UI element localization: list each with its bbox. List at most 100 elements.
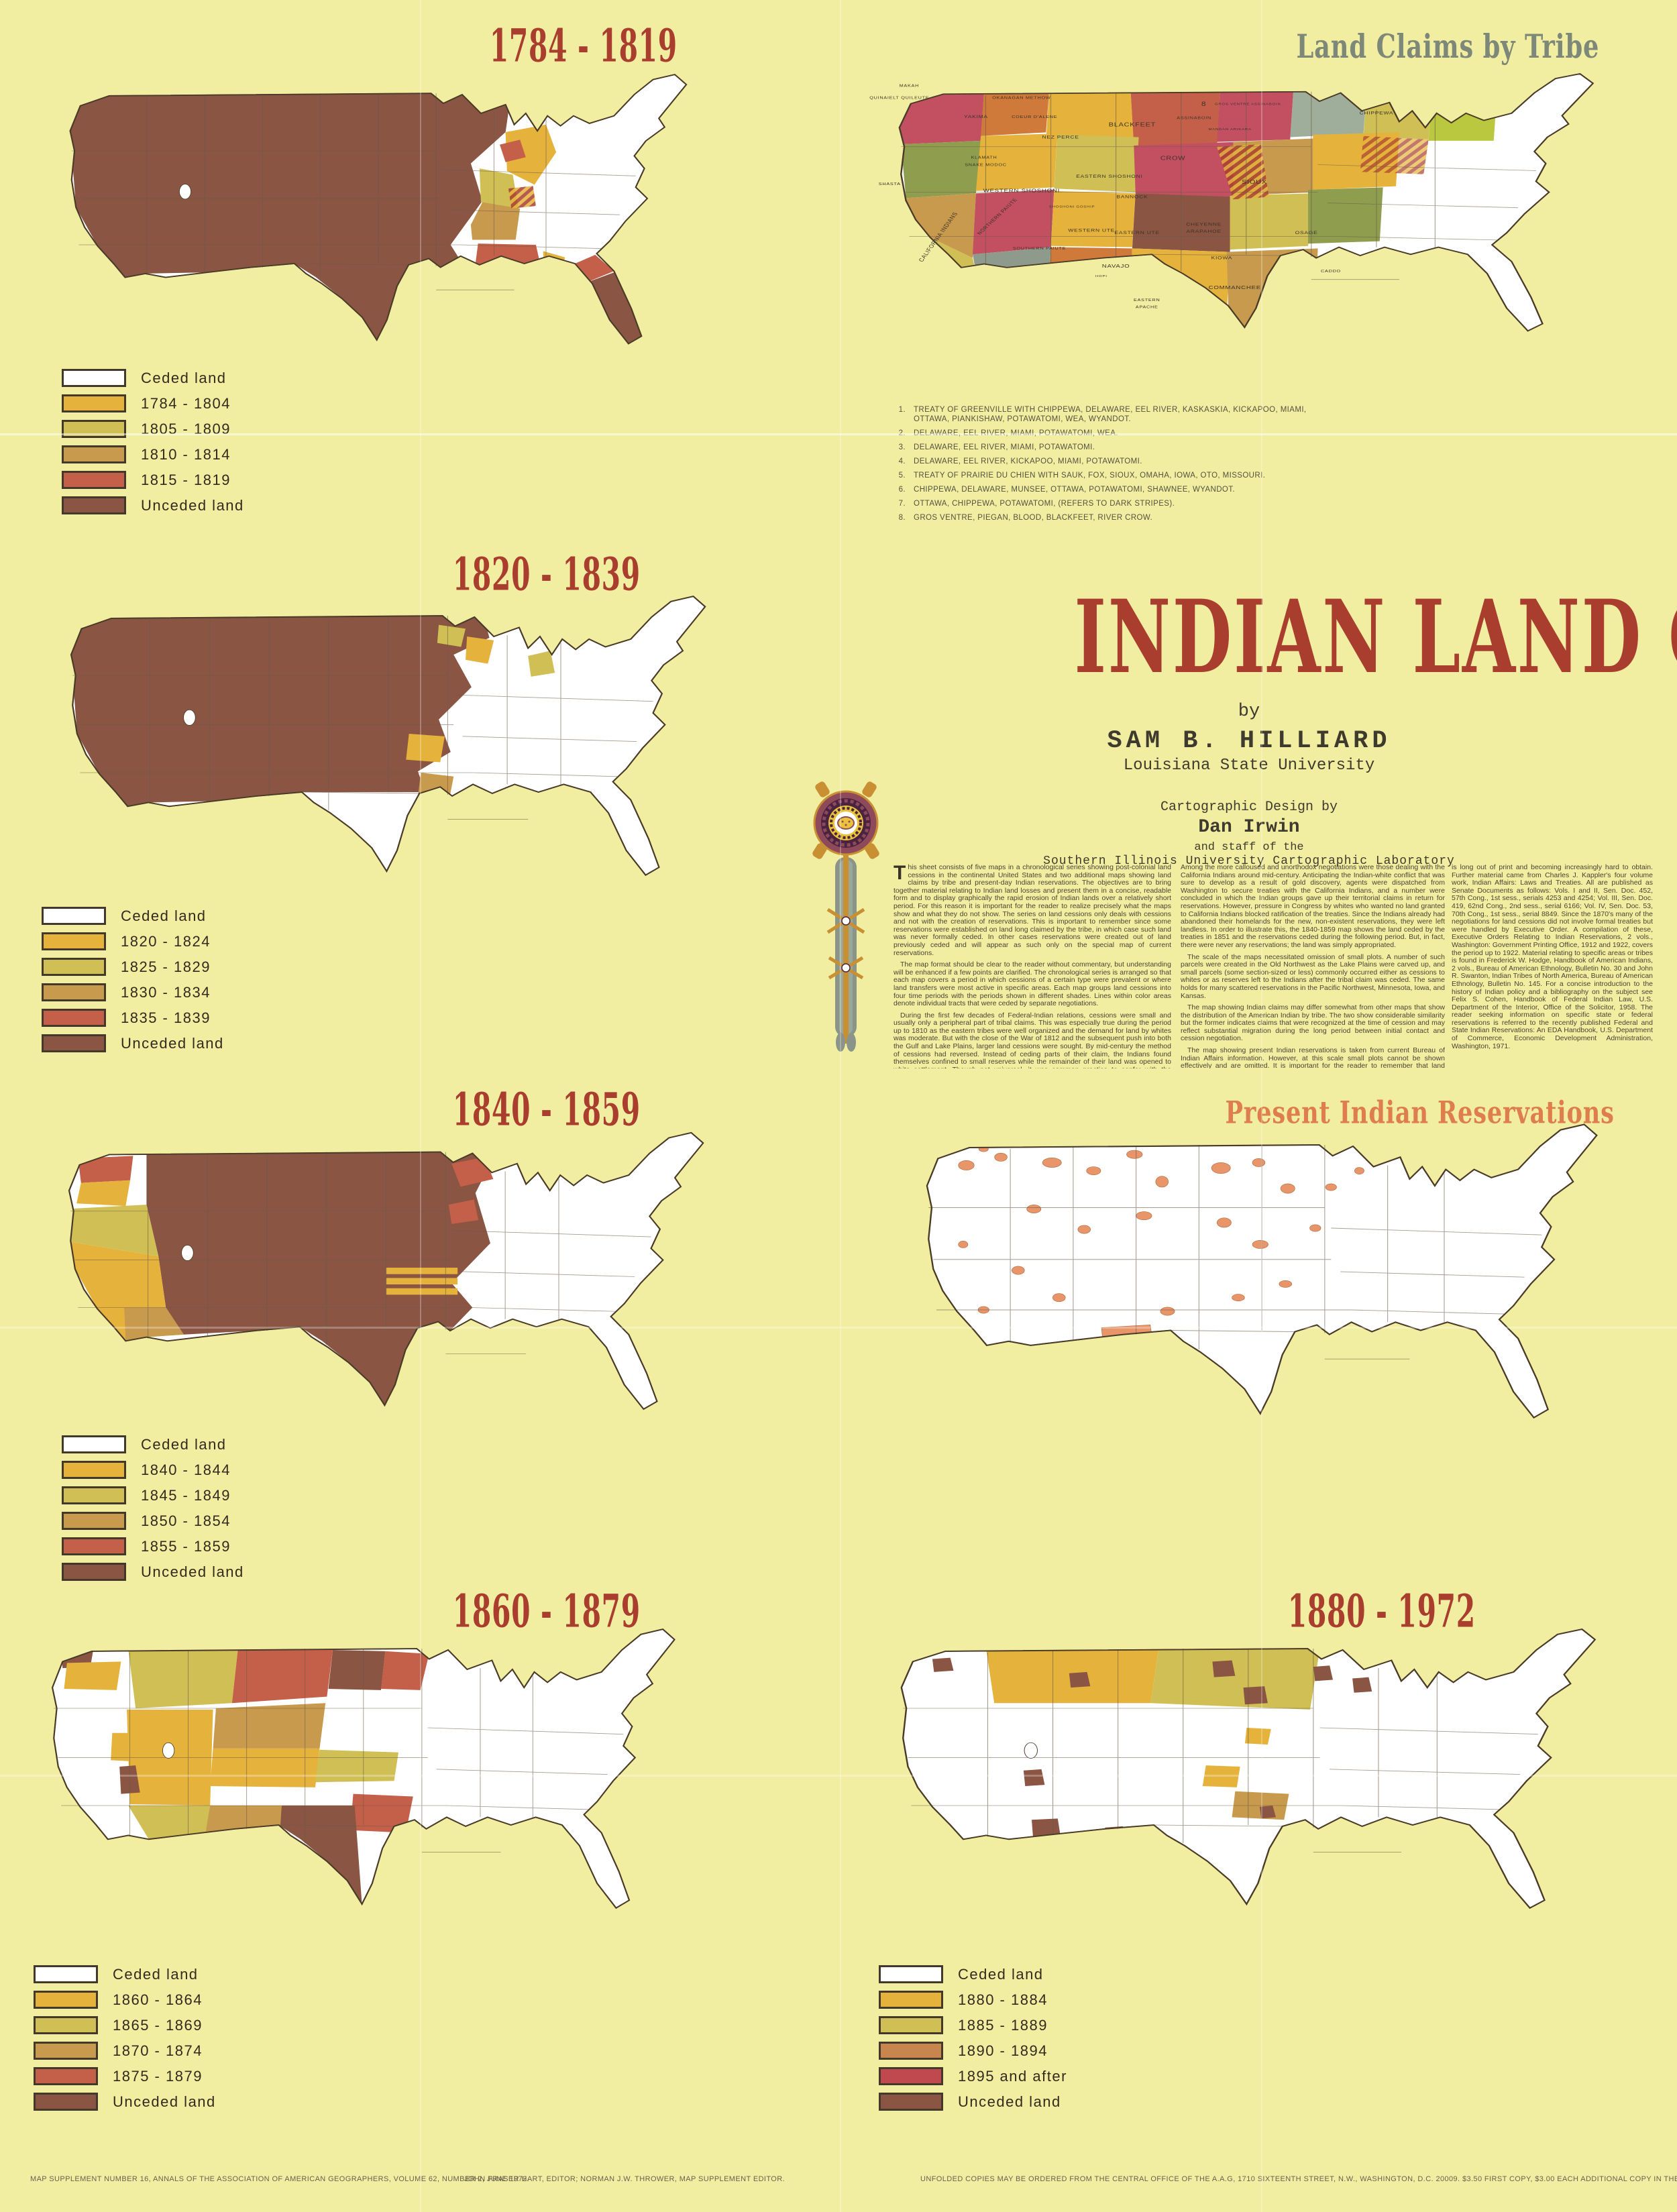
author-name: SAM B. HILLIARD (1107, 727, 1391, 755)
map-label: APACHE (1136, 305, 1158, 309)
legend-swatch (62, 1512, 126, 1530)
legend-swatch (879, 2042, 943, 2060)
poster-main-title: INDIAN LAND CESSIONS (1074, 578, 1677, 696)
map-label: HOPI (1095, 275, 1107, 278)
map-label: CADDO (1321, 270, 1341, 274)
legend-label: 1850 - 1854 (141, 1512, 231, 1529)
map-label: SHASTA (879, 182, 901, 186)
legend-label: 1875 - 1879 (113, 2067, 203, 2085)
map-title-land-claims-by-tribe: Land Claims by Tribe (1296, 27, 1600, 66)
map-1880-1972 (900, 1628, 1596, 1909)
map-label: NEZ PERCE (1042, 134, 1079, 140)
legend-swatch (34, 2093, 98, 2111)
legend-label: Unceded land (113, 2093, 216, 2110)
legend-1784-1819: Ceded land 1784 - 1804 1805 - 1809 1810 - 1… (62, 369, 244, 514)
fold-crease-horizontal (0, 433, 1677, 435)
legend-swatch (34, 2016, 98, 2034)
treaty-note: 7. OTTAWA, CHIPPEWA, POTAWATOMI, (REFERS … (898, 500, 1175, 508)
map-title-present-indian-reservations: Present Indian Reservations (1225, 1095, 1615, 1131)
legend-label: 1890 - 1894 (958, 2042, 1048, 2059)
legend-label: 1820 - 1824 (121, 932, 211, 950)
legend-swatch (34, 2067, 98, 2085)
map-label: COMMANCHEE (1209, 284, 1261, 290)
legend-row: Unceded land (62, 496, 244, 514)
legend-swatch (42, 1009, 106, 1027)
map-1820-1839 (70, 595, 706, 876)
legend-row: 1865 - 1869 (34, 2016, 216, 2034)
map-land-claims-by-tribe: MAKAH QUINAIELT QUILEUTE SHASTA YAKIMA OKANA… (869, 72, 1594, 332)
staff-line: and staff of the (1194, 841, 1304, 854)
legend-label: Ceded land (113, 1965, 199, 1983)
map-label: EASTERN UTE (1114, 230, 1159, 235)
legend-swatch (42, 932, 106, 950)
intro-paragraph: The scale of the maps necessitated omiss… (1181, 952, 1445, 1000)
map-label: CROW (1160, 156, 1185, 162)
map-label: KLAMATH (971, 156, 997, 160)
map-label: NAVAJO (1102, 263, 1130, 268)
legend-label: 1810 - 1814 (141, 445, 231, 463)
map-label: SOUTHERN PAIUTE (1013, 247, 1066, 251)
map-label: MANDAN ARIKARA (1208, 127, 1251, 131)
treaty-note-list: 1. TREATY OF GREENVILLE WITH CHIPPEWA, DE… (894, 405, 1350, 527)
cartographer-name: Dan Irwin (1198, 817, 1300, 838)
intro-text-column-3: is long out of print and becoming increa… (1452, 864, 1653, 1068)
shield-medallion-icon (812, 781, 879, 1052)
legend-swatch (62, 1435, 126, 1453)
fold-crease-horizontal (0, 1327, 1677, 1329)
legend-row: 1855 - 1859 (62, 1537, 244, 1555)
legend-label: Unceded land (141, 496, 244, 514)
legend-label: Ceded land (141, 1435, 227, 1453)
legend-swatch (34, 1965, 98, 1983)
legend-row: 1820 - 1824 (42, 932, 224, 950)
legend-swatch (62, 445, 126, 463)
map-label: SIOUX (1242, 179, 1267, 185)
legend-label: 1895 and after (958, 2067, 1067, 2085)
cartography-label: Cartographic Design by (1160, 799, 1338, 815)
legend-swatch (62, 369, 126, 387)
legend-label: 1860 - 1864 (113, 1991, 203, 2008)
intro-paragraph: This sheet consists of five maps in a ch… (894, 864, 1171, 957)
byline: by (1238, 702, 1260, 722)
legend-label: Ceded land (958, 1965, 1044, 1983)
footer-editors-note: JOHN FRASER HART, EDITOR; NORMAN J.W. TH… (464, 2175, 786, 2183)
map-label: WESTERN UTE (1068, 228, 1115, 233)
map-1860-1879 (51, 1628, 675, 1909)
legend-swatch (34, 2042, 98, 2060)
map-label: ASSINABOIN (1177, 117, 1211, 121)
legend-row: 1850 - 1854 (62, 1512, 244, 1530)
legend-row: Ceded land (34, 1965, 216, 1983)
legend-row: Ceded land (879, 1965, 1067, 1983)
legend-label: 1855 - 1859 (141, 1537, 231, 1555)
map-1840-1859 (68, 1131, 704, 1411)
author-affiliation: Louisiana State University (1123, 757, 1375, 775)
legend-1820-1839: Ceded land 1820 - 1824 1825 - 1829 1830 - 1… (42, 907, 224, 1052)
map-title-1860-1879: 1860 - 1879 (453, 1585, 641, 1639)
map-label: OKANAGAN METHOW (992, 96, 1050, 100)
legend-row: Ceded land (62, 369, 244, 387)
intro-text-column-2: Among the more calloused and unorthodox … (1181, 864, 1445, 1068)
legend-row: Unceded land (42, 1034, 224, 1052)
legend-label: 1815 - 1819 (141, 471, 231, 488)
legend-row: Unceded land (62, 1563, 244, 1581)
legend-swatch (34, 1991, 98, 2009)
legend-swatch (879, 2016, 943, 2034)
legend-label: 1840 - 1844 (141, 1461, 231, 1478)
legend-label: 1845 - 1849 (141, 1486, 231, 1504)
map-label: SNAKE MODOC (965, 163, 1007, 167)
map-title-1820-1839: 1820 - 1839 (453, 548, 641, 602)
map-label: EASTERN SHOSHONI (1076, 174, 1142, 179)
map-label: GROS VENTRE ASSINABOIN (1215, 103, 1281, 106)
intro-text-column-1: This sheet consists of five maps in a ch… (894, 864, 1171, 1068)
intro-paragraph: The map showing present Indian reservati… (1181, 1046, 1445, 1068)
map-label: BANNOCK (1116, 195, 1148, 200)
map-1784-1819 (69, 74, 688, 345)
legend-row: Unceded land (34, 2093, 216, 2111)
intro-paragraph: The map format should be clear to the re… (894, 960, 1171, 1008)
legend-label: 1830 - 1834 (121, 983, 211, 1001)
legend-swatch (879, 1991, 943, 2009)
map-label: KIOWA (1211, 256, 1233, 261)
staff-organization: Southern Illinois University Cartographi… (1043, 854, 1455, 868)
legend-1860-1879: Ceded land 1860 - 1864 1865 - 1869 1870 - 1… (34, 1965, 216, 2111)
map-label: QUINAIELT QUILEUTE (869, 96, 929, 100)
legend-row: 1860 - 1864 (34, 1991, 216, 2009)
